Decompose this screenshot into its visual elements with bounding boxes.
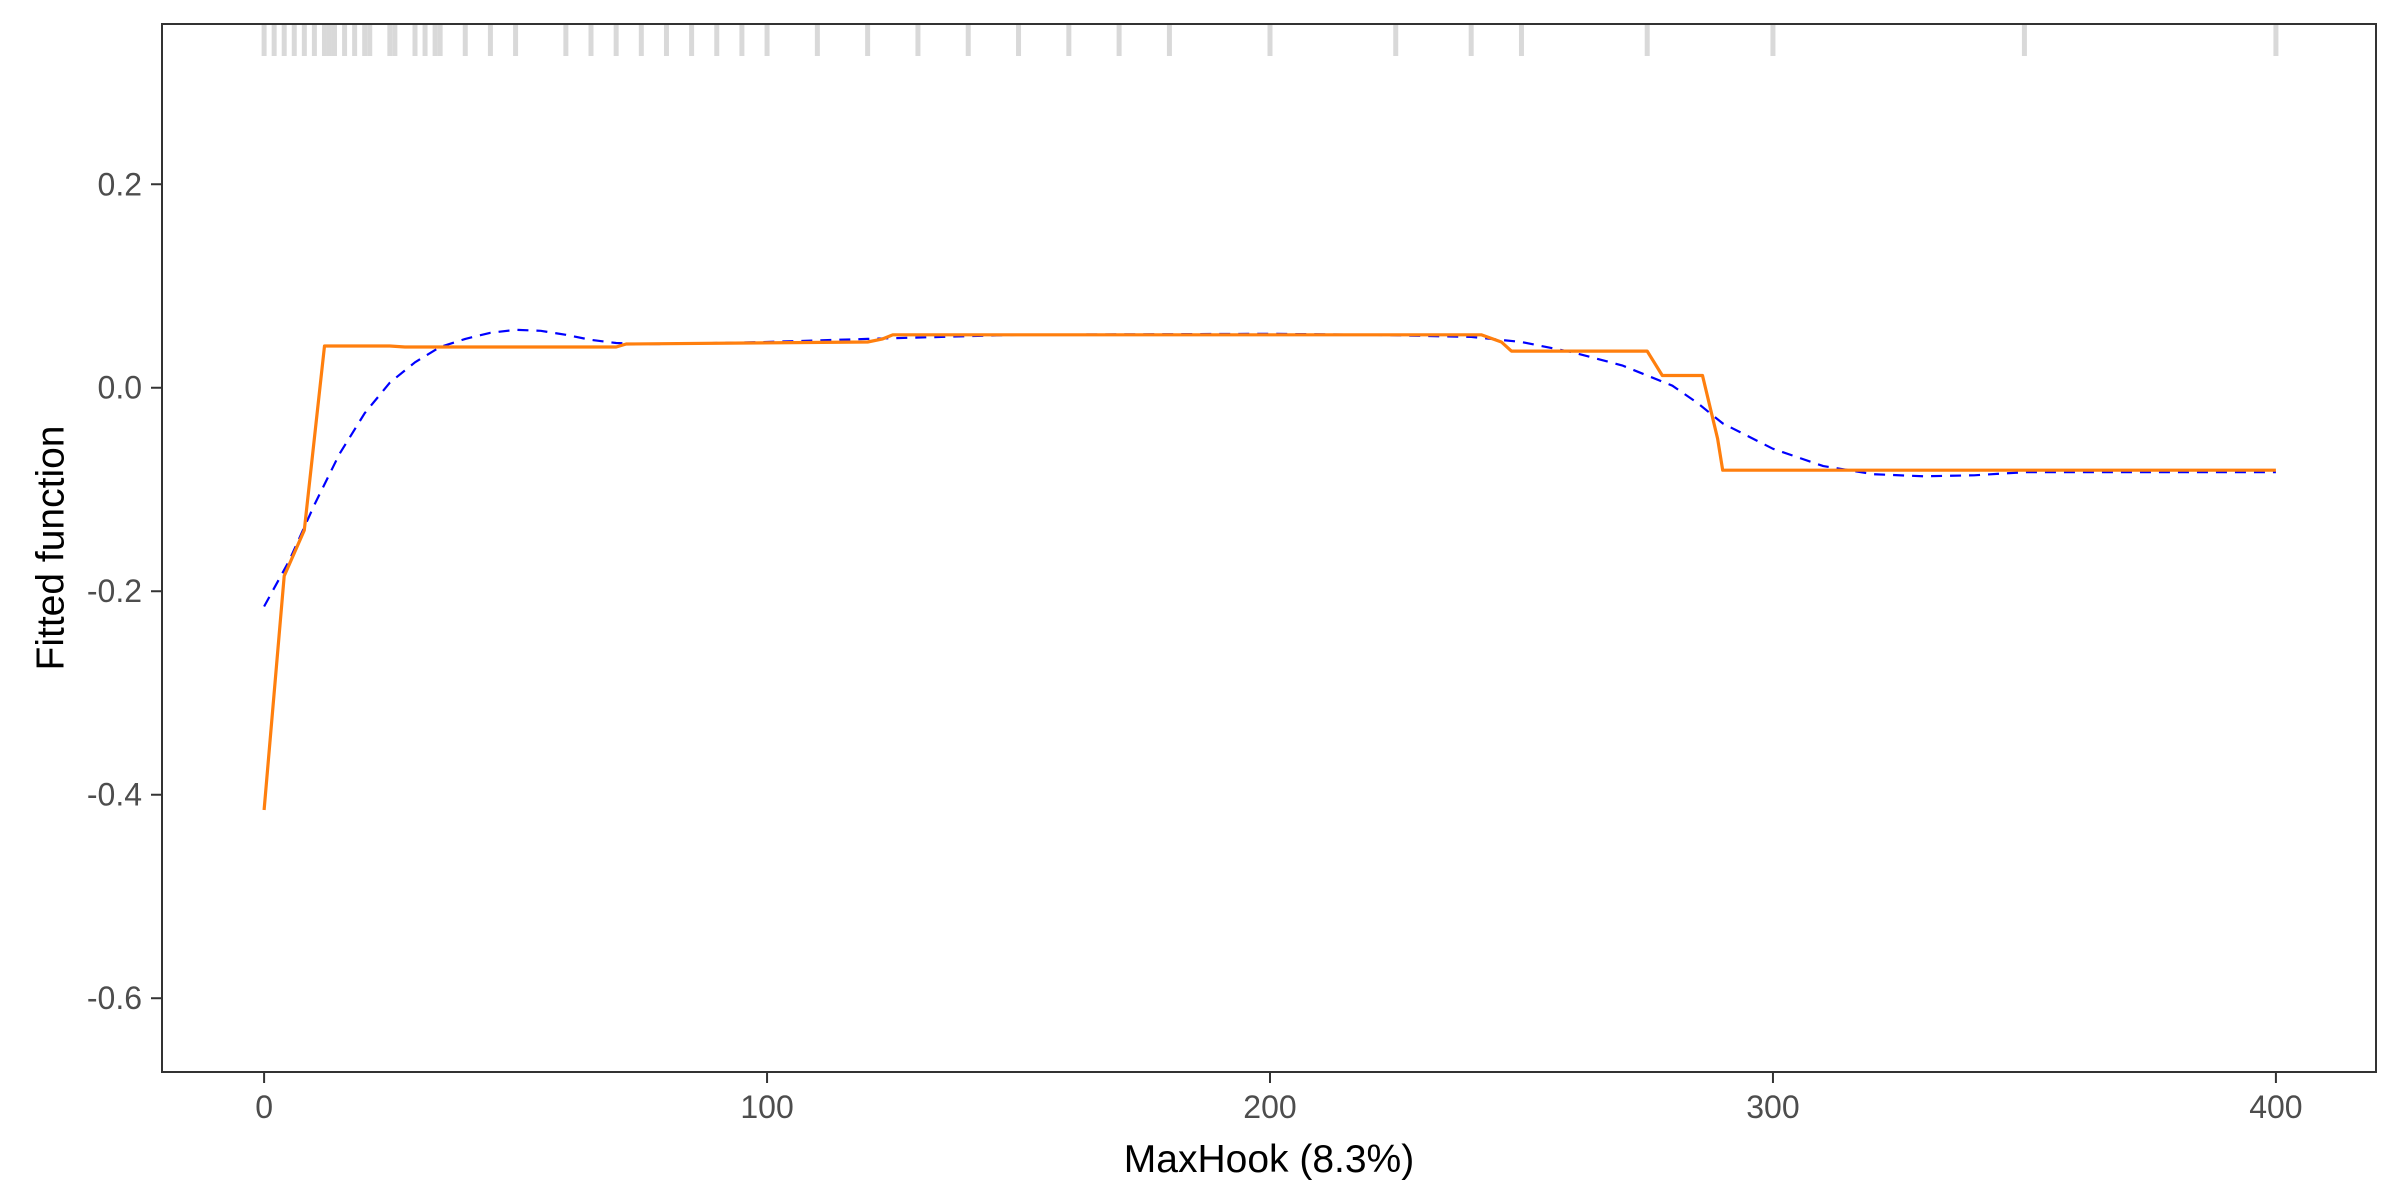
y-tick-label: -0.2: [87, 573, 142, 609]
fitted-function-line: [262, 333, 2276, 811]
x-tick-label: 0: [255, 1089, 273, 1125]
smooth-fit-line: [263, 328, 2276, 608]
x-axis: 0 100 200 300 400: [255, 1072, 2303, 1125]
y-axis-title: Fitted function: [30, 426, 73, 671]
y-tick-label: 0.2: [98, 166, 142, 202]
x-axis-title: MaxHook (8.3%): [1124, 1138, 1414, 1181]
series-layer: [262, 328, 2276, 811]
y-tick-label: -0.6: [87, 980, 142, 1016]
x-tick-label: 400: [2249, 1089, 2302, 1125]
y-axis: 0.2 0.0 -0.2 -0.4 -0.6: [87, 166, 162, 1016]
y-tick-label: -0.4: [87, 777, 142, 813]
y-tick-label: 0.0: [98, 370, 142, 406]
x-tick-label: 200: [1243, 1089, 1296, 1125]
plot-frame: [161, 23, 2377, 1073]
x-tick-label: 100: [740, 1089, 793, 1125]
rug: [261, 24, 2279, 56]
x-tick-label: 300: [1746, 1089, 1799, 1125]
